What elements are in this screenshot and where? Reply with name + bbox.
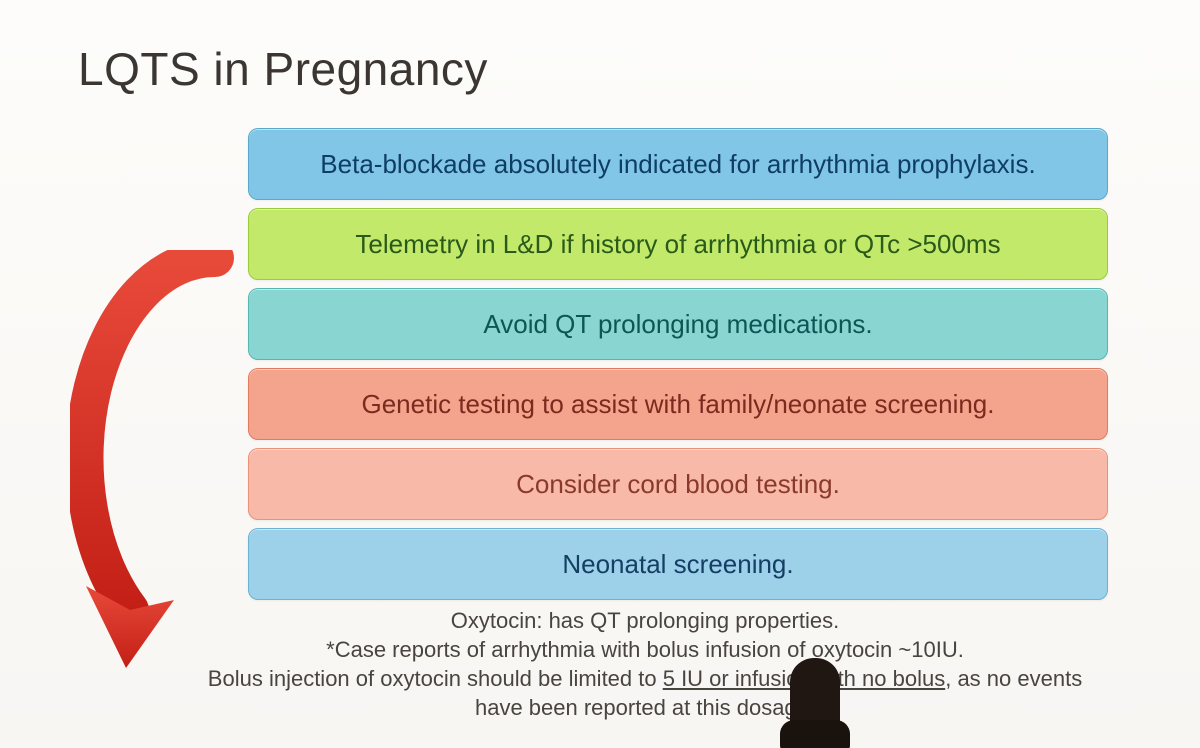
footnote-line: *Case reports of arrhythmia with bolus i… (150, 635, 1140, 664)
item-list: Beta-blockade absolutely indicated for a… (248, 128, 1108, 600)
speaker-silhouette (790, 658, 840, 748)
footnote-line: Oxytocin: has QT prolonging properties. (150, 606, 1140, 635)
slide: LQTS in Pregnancy Beta-blockade absolute… (0, 0, 1200, 748)
list-item: Neonatal screening. (248, 528, 1108, 600)
footnote-text: , as no events (945, 666, 1082, 691)
footnote-line: have been reported at this dosage. (150, 693, 1140, 722)
footnote-text: Bolus injection of oxytocin should be li… (208, 666, 663, 691)
list-item: Beta-blockade absolutely indicated for a… (248, 128, 1108, 200)
footnote-line: Bolus injection of oxytocin should be li… (150, 664, 1140, 693)
list-item: Telemetry in L&D if history of arrhythmi… (248, 208, 1108, 280)
list-item: Genetic testing to assist with family/ne… (248, 368, 1108, 440)
footnotes: Oxytocin: has QT prolonging properties. … (150, 606, 1140, 722)
list-item: Avoid QT prolonging medications. (248, 288, 1108, 360)
list-item: Consider cord blood testing. (248, 448, 1108, 520)
slide-title: LQTS in Pregnancy (78, 42, 488, 96)
